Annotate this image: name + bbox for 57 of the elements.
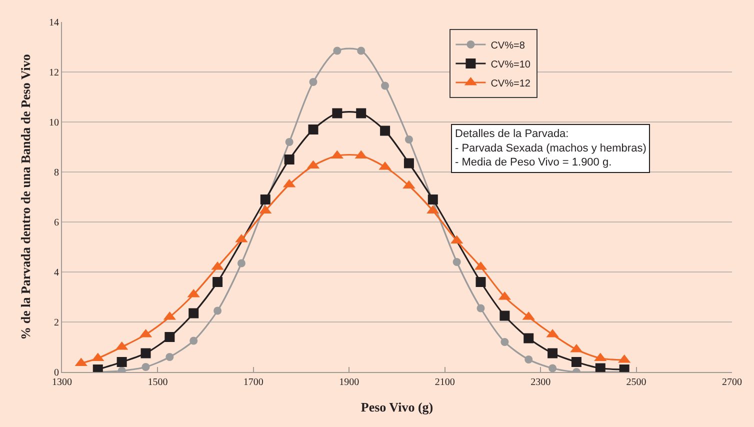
- y-axis-title: % de la Parvada dentro de una Banda de Peso Vivo: [18, 54, 33, 340]
- x-tick-label: 2100: [434, 377, 455, 388]
- legend-label: CV%=10: [490, 59, 531, 70]
- point: [524, 333, 534, 344]
- point: [260, 194, 270, 204]
- point: [404, 136, 413, 144]
- point: [571, 357, 582, 367]
- point: [428, 194, 438, 204]
- point: [285, 138, 294, 146]
- point: [548, 364, 557, 372]
- point: [190, 336, 198, 345]
- point: [548, 348, 558, 358]
- y-tick-label: 4: [54, 268, 59, 278]
- point: [214, 306, 222, 315]
- point: [333, 46, 342, 55]
- x-tick-label: 2300: [530, 377, 551, 388]
- x-tick-label: 2500: [626, 377, 646, 388]
- y-tick-label: 12: [49, 68, 59, 78]
- point: [212, 277, 223, 287]
- point: [188, 308, 199, 318]
- point: [142, 363, 150, 371]
- point: [284, 154, 294, 164]
- point: [237, 259, 246, 268]
- point: [166, 353, 174, 361]
- point: [381, 82, 390, 90]
- point: [524, 356, 533, 364]
- annotation: Detalles de la Parvada: - Parvada Sexada (machos y hembras) - Media de Peso Vivo = 1.900 g.: [455, 128, 646, 169]
- x-tick-label: 1700: [243, 377, 264, 388]
- x-tick-label: 1500: [148, 377, 168, 388]
- point: [140, 348, 151, 358]
- point: [476, 304, 485, 312]
- point: [380, 126, 390, 136]
- point: [500, 338, 509, 346]
- y-tick-label: 14: [49, 18, 59, 28]
- x-tick-label: 1900: [339, 377, 360, 388]
- point: [357, 46, 366, 55]
- legend-label: CV%=12: [490, 78, 531, 90]
- point: [116, 357, 127, 367]
- point: [476, 277, 486, 287]
- y-tick-label: 0: [54, 368, 59, 378]
- point: [404, 158, 414, 168]
- point: [595, 363, 606, 372]
- y-tick-label: 8: [54, 168, 59, 178]
- y-tick-label: 6: [54, 218, 59, 228]
- point: [500, 310, 510, 321]
- point: [308, 124, 318, 134]
- y-tick-label: 10: [49, 118, 59, 128]
- point: [356, 108, 366, 118]
- x-tick-label: 1300: [52, 377, 72, 388]
- point: [452, 258, 461, 266]
- point: [332, 108, 342, 118]
- point: [164, 332, 175, 342]
- x-axis-title: Peso Vivo (g): [360, 400, 434, 415]
- x-tick-label: 2700: [722, 377, 742, 388]
- legend-label: CV%=8: [490, 40, 526, 52]
- y-tick-label: 2: [54, 318, 59, 328]
- point: [309, 78, 318, 86]
